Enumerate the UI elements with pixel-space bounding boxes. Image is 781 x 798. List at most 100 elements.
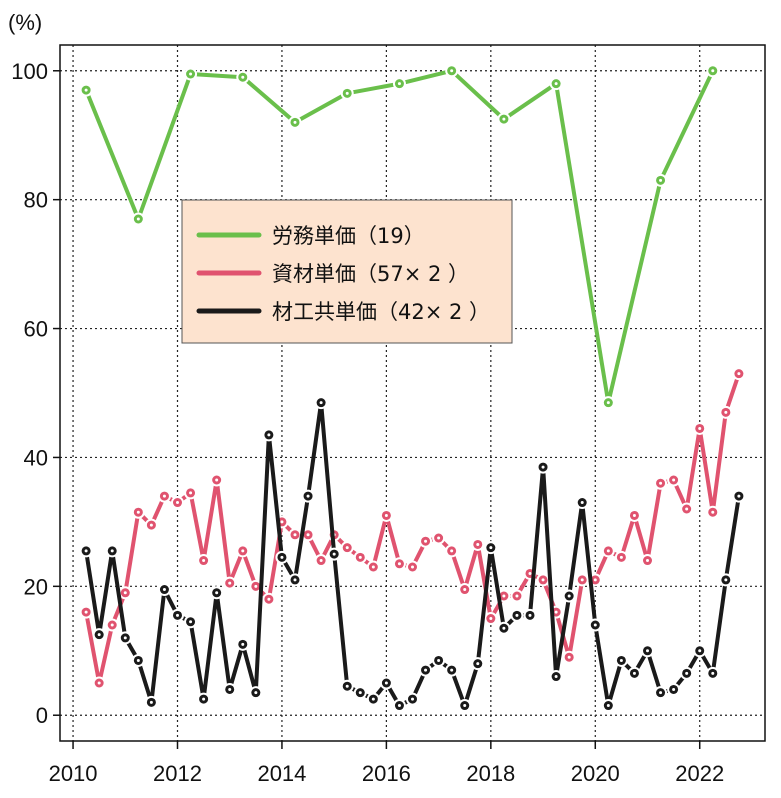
point-center xyxy=(724,410,728,414)
point-center xyxy=(371,565,375,569)
point-center xyxy=(463,704,467,708)
x-tick-label: 2022 xyxy=(675,761,724,786)
point-center xyxy=(136,510,140,514)
series-line xyxy=(84,400,741,708)
y-tick-label: 100 xyxy=(11,59,48,84)
point-center xyxy=(215,478,219,482)
point-center xyxy=(411,697,414,701)
y-tick-label: 0 xyxy=(36,703,48,728)
series xyxy=(79,64,746,713)
point-center xyxy=(606,704,610,708)
point-center xyxy=(176,613,179,617)
legend-label: 資材単価（57× 2 ） xyxy=(272,262,469,286)
point-center xyxy=(280,555,284,559)
point-center xyxy=(554,610,558,614)
point-center xyxy=(358,691,362,695)
point-center xyxy=(228,581,232,585)
point-center xyxy=(306,494,310,498)
x-tick-label: 2018 xyxy=(466,761,515,786)
point-center xyxy=(646,649,649,653)
point-center xyxy=(711,69,715,73)
point-center xyxy=(606,401,610,405)
x-tick-label: 2012 xyxy=(153,761,202,786)
point-center xyxy=(567,594,571,598)
point-center xyxy=(123,636,127,640)
point-center xyxy=(528,613,532,617)
point-center xyxy=(332,552,336,556)
point-center xyxy=(136,217,140,221)
legend: 労務単価（19） 資材単価（57× 2 ） 材工共単価（42× 2 ） xyxy=(181,199,513,344)
point-center xyxy=(502,594,506,598)
series-line xyxy=(84,371,741,685)
point-center xyxy=(319,401,323,405)
legend-label: 材工共単価（42× 2 ） xyxy=(272,300,490,324)
point-center xyxy=(515,594,519,598)
point-center xyxy=(84,88,88,92)
x-tick-label: 2014 xyxy=(257,761,306,786)
point-center xyxy=(711,510,715,514)
point-center xyxy=(685,671,689,675)
point-center xyxy=(84,610,88,614)
plot-frame xyxy=(59,44,766,742)
point-center xyxy=(711,671,715,675)
point-center xyxy=(189,491,193,495)
point-center xyxy=(228,687,232,691)
point-center xyxy=(293,120,297,124)
point-center xyxy=(358,555,362,559)
point-center xyxy=(632,513,636,517)
point-center xyxy=(241,549,245,553)
point-center xyxy=(554,675,558,679)
point-center xyxy=(162,494,166,498)
point-center xyxy=(502,117,506,121)
point-center xyxy=(202,559,206,563)
point-center xyxy=(84,549,88,553)
point-center xyxy=(659,178,663,182)
point-center xyxy=(189,72,193,76)
point-center xyxy=(619,658,623,662)
x-tick-label: 2016 xyxy=(362,761,411,786)
point-center xyxy=(97,633,101,637)
point-center xyxy=(424,668,428,672)
point-center xyxy=(110,623,114,627)
point-center xyxy=(646,559,649,563)
point-center xyxy=(345,684,349,688)
point-center xyxy=(593,623,597,627)
point-center xyxy=(162,588,166,592)
x-tick-label: 2010 xyxy=(49,761,98,786)
point-center xyxy=(528,571,532,575)
point-center xyxy=(437,658,441,662)
series-3 xyxy=(79,396,746,713)
y-tick-label: 80 xyxy=(24,188,48,213)
point-center xyxy=(672,687,676,691)
point-center xyxy=(502,626,506,630)
point-center xyxy=(411,565,414,569)
point-center xyxy=(319,559,323,563)
point-center xyxy=(345,546,349,550)
point-center xyxy=(724,578,728,582)
point-center xyxy=(737,372,741,376)
point-center xyxy=(619,555,623,559)
point-center xyxy=(241,642,245,646)
point-center xyxy=(541,465,545,469)
point-center xyxy=(698,426,702,430)
point-center xyxy=(254,691,258,695)
point-center xyxy=(149,700,153,704)
point-center xyxy=(632,671,636,675)
point-center xyxy=(489,546,493,550)
point-center xyxy=(698,649,702,653)
point-center xyxy=(450,549,454,553)
y-tick-label: 20 xyxy=(24,574,48,599)
point-center xyxy=(489,617,493,621)
y-unit-label: (%) xyxy=(8,10,42,35)
point-center xyxy=(737,494,741,498)
point-center xyxy=(123,591,127,595)
point-center xyxy=(437,536,441,540)
point-center xyxy=(384,681,388,685)
y-tick-label: 40 xyxy=(24,445,48,470)
point-center xyxy=(606,549,610,553)
point-center xyxy=(176,501,179,505)
point-center xyxy=(450,668,454,672)
point-center xyxy=(202,697,206,701)
point-center xyxy=(371,697,375,701)
point-center xyxy=(580,578,584,582)
